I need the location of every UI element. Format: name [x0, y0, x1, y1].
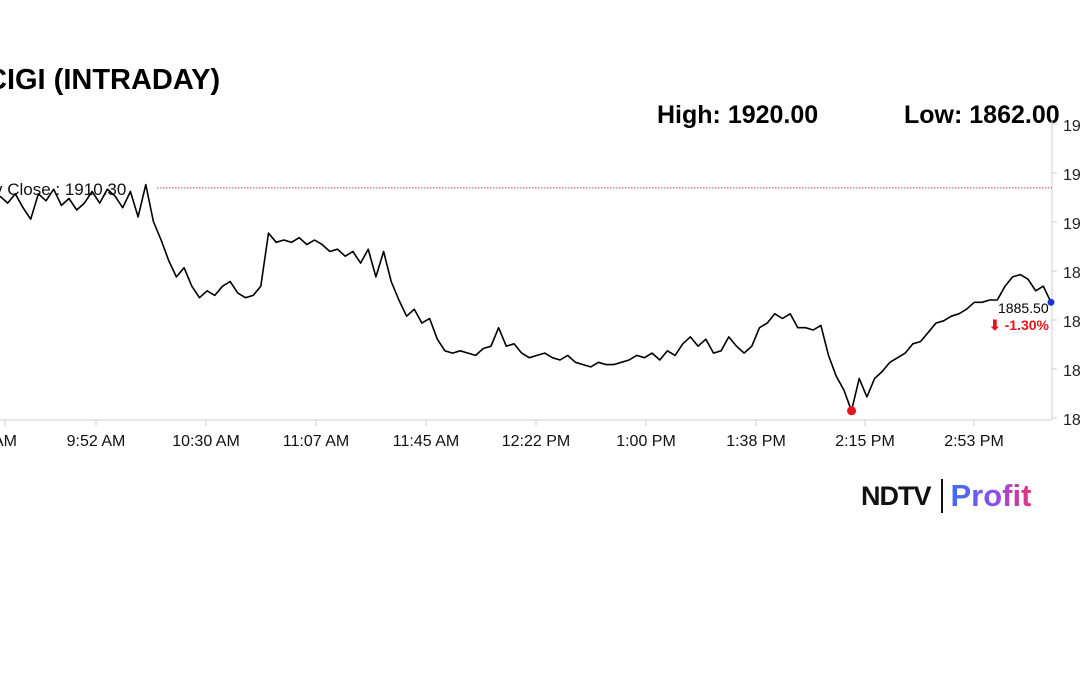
- last-price-label: 1885.50: [998, 300, 1049, 316]
- price-series: [0, 183, 1052, 412]
- x-tick-label: 1:38 PM: [726, 433, 786, 450]
- y-tick-label: 18: [1063, 265, 1080, 282]
- logo-brand: NDTV: [861, 480, 931, 511]
- change-label: ⬇ -1.30%: [989, 317, 1050, 333]
- x-tick-label: 2:15 PM: [835, 433, 895, 450]
- y-tick-label: 19: [1063, 118, 1080, 135]
- y-axis-ticks: 19 19 19 18 18 18 18: [1052, 118, 1080, 429]
- logo-divider: [940, 479, 943, 513]
- x-tick-label: 2:53 PM: [944, 433, 1004, 450]
- chart-title: CIGI (INTRADAY): [0, 64, 221, 96]
- y-tick-label: 19: [1063, 167, 1080, 184]
- y-tick-label: 19: [1063, 216, 1080, 233]
- high-value: High: 1920.00: [657, 101, 819, 129]
- x-tick-label: 11:07 AM: [283, 433, 349, 450]
- x-tick-label: 10:30 AM: [172, 433, 240, 450]
- logo-product: Profit: [950, 478, 1032, 513]
- x-tick-label: 9:52 AM: [67, 433, 126, 450]
- prev-close-group: v Close : 1910.30: [0, 180, 1052, 199]
- y-tick-label: 18: [1063, 412, 1080, 429]
- y-tick-label: 18: [1063, 363, 1080, 380]
- price-line: [0, 183, 1052, 412]
- x-tick-label: 1:00 PM: [616, 433, 676, 450]
- chart-axes: [0, 120, 1053, 421]
- low-value: Low: 1862.00: [904, 101, 1060, 129]
- x-tick-label: AM: [0, 433, 17, 450]
- last-price-marker: [1047, 298, 1055, 306]
- ndtv-profit-logo: NDTV Profit: [861, 476, 1031, 516]
- markers: 1885.50⬇ -1.30%: [847, 298, 1055, 416]
- x-tick-label: 12:22 PM: [502, 433, 570, 450]
- x-tick-label: 11:45 AM: [393, 433, 459, 450]
- day-low-marker: [847, 406, 857, 416]
- x-axis-ticks: AM 9:52 AM 10:30 AM 11:07 AM 11:45 AM 12:22 P…: [0, 420, 1004, 450]
- y-tick-label: 18: [1063, 314, 1080, 331]
